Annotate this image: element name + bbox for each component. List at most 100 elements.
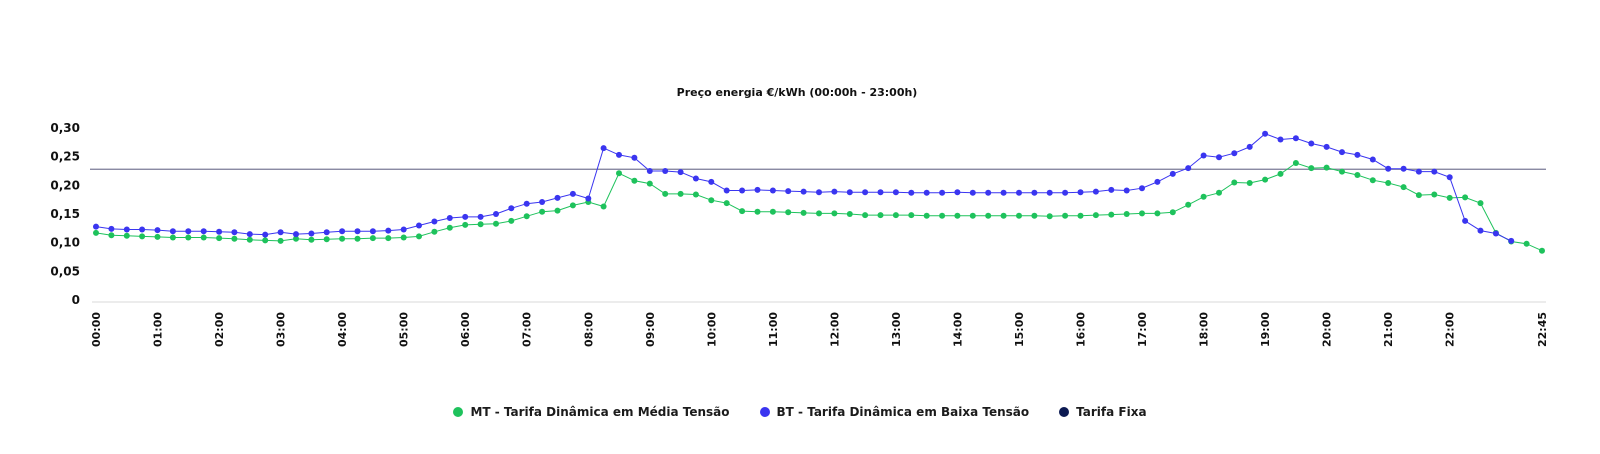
data-point-mt[interactable]	[1431, 191, 1438, 198]
data-point-mt[interactable]	[200, 234, 207, 241]
data-point-mt[interactable]	[339, 235, 346, 242]
data-point-bt[interactable]	[369, 228, 376, 235]
data-point-mt[interactable]	[216, 235, 223, 242]
data-point-bt[interactable]	[877, 189, 884, 196]
data-point-mt[interactable]	[708, 197, 715, 204]
data-point-mt[interactable]	[523, 213, 530, 220]
data-point-bt[interactable]	[1277, 136, 1284, 143]
data-point-bt[interactable]	[800, 188, 807, 195]
data-point-bt[interactable]	[508, 205, 515, 212]
data-point-mt[interactable]	[723, 200, 730, 207]
data-point-bt[interactable]	[1231, 150, 1238, 157]
data-point-bt[interactable]	[723, 187, 730, 194]
data-point-bt[interactable]	[739, 187, 746, 194]
data-point-mt[interactable]	[1369, 177, 1376, 184]
data-point-bt[interactable]	[1077, 189, 1084, 196]
data-point-bt[interactable]	[139, 226, 146, 233]
data-point-mt[interactable]	[554, 207, 561, 214]
data-point-bt[interactable]	[600, 145, 607, 152]
data-point-bt[interactable]	[692, 175, 699, 182]
data-point-bt[interactable]	[1185, 165, 1192, 172]
data-point-bt[interactable]	[892, 189, 899, 196]
data-point-mt[interactable]	[123, 232, 130, 239]
data-point-bt[interactable]	[400, 226, 407, 233]
data-point-mt[interactable]	[1523, 240, 1530, 247]
data-point-bt[interactable]	[1385, 165, 1392, 172]
data-point-bt[interactable]	[431, 218, 438, 225]
data-point-mt[interactable]	[493, 220, 499, 227]
data-point-bt[interactable]	[539, 199, 546, 205]
data-point-bt[interactable]	[939, 189, 946, 196]
data-point-mt[interactable]	[139, 233, 146, 240]
data-point-bt[interactable]	[231, 229, 238, 236]
data-point-bt[interactable]	[631, 154, 638, 161]
data-point-mt[interactable]	[846, 211, 853, 217]
data-point-bt[interactable]	[200, 228, 207, 235]
data-point-mt[interactable]	[1354, 172, 1361, 178]
data-point-mt[interactable]	[877, 212, 884, 219]
data-point-mt[interactable]	[1262, 176, 1269, 183]
data-point-bt[interactable]	[1139, 185, 1145, 192]
data-point-mt[interactable]	[954, 212, 961, 219]
data-point-mt[interactable]	[662, 190, 669, 197]
data-point-mt[interactable]	[1169, 209, 1176, 216]
data-point-bt[interactable]	[293, 231, 299, 238]
data-point-mt[interactable]	[1200, 193, 1207, 200]
data-point-mt[interactable]	[1339, 168, 1345, 175]
data-point-mt[interactable]	[1108, 211, 1115, 218]
data-point-bt[interactable]	[862, 189, 869, 196]
data-point-mt[interactable]	[246, 236, 253, 243]
data-point-bt[interactable]	[169, 228, 176, 235]
data-point-mt[interactable]	[754, 208, 761, 215]
data-point-mt[interactable]	[1539, 247, 1545, 254]
data-point-mt[interactable]	[1092, 212, 1099, 219]
data-point-mt[interactable]	[262, 237, 269, 244]
data-point-mt[interactable]	[462, 221, 469, 228]
data-point-mt[interactable]	[1246, 180, 1253, 186]
data-point-bt[interactable]	[908, 189, 915, 196]
data-point-mt[interactable]	[1185, 201, 1192, 208]
data-point-mt[interactable]	[616, 170, 622, 177]
data-point-bt[interactable]	[1154, 178, 1161, 185]
data-point-bt[interactable]	[462, 213, 469, 220]
data-point-bt[interactable]	[662, 168, 669, 174]
data-point-bt[interactable]	[154, 227, 161, 234]
data-point-bt[interactable]	[754, 186, 761, 193]
data-point-bt[interactable]	[831, 188, 838, 195]
data-point-bt[interactable]	[985, 189, 992, 196]
data-point-mt[interactable]	[631, 177, 638, 184]
data-point-mt[interactable]	[908, 212, 915, 219]
data-point-mt[interactable]	[1277, 170, 1284, 177]
legend-item-fixa[interactable]: Tarifa Fixa	[1059, 405, 1147, 419]
data-point-mt[interactable]	[1446, 194, 1453, 201]
data-point-bt[interactable]	[1169, 170, 1176, 177]
data-point-bt[interactable]	[1415, 168, 1422, 175]
data-point-mt[interactable]	[1016, 212, 1022, 219]
data-point-bt[interactable]	[954, 189, 961, 196]
data-point-bt[interactable]	[1369, 156, 1376, 163]
data-point-mt[interactable]	[1062, 212, 1069, 219]
data-point-mt[interactable]	[477, 221, 484, 228]
data-point-mt[interactable]	[323, 236, 330, 243]
data-point-mt[interactable]	[1139, 210, 1145, 217]
data-point-mt[interactable]	[569, 202, 576, 209]
data-point-bt[interactable]	[1354, 151, 1361, 158]
data-point-bt[interactable]	[385, 227, 392, 234]
data-point-mt[interactable]	[1415, 192, 1422, 199]
data-point-mt[interactable]	[892, 212, 899, 219]
data-point-mt[interactable]	[231, 235, 238, 242]
data-point-bt[interactable]	[969, 189, 976, 196]
data-point-mt[interactable]	[1323, 164, 1330, 171]
data-point-bt[interactable]	[1492, 230, 1499, 237]
data-point-bt[interactable]	[785, 188, 792, 195]
data-point-mt[interactable]	[692, 191, 699, 198]
data-point-bt[interactable]	[1062, 189, 1069, 196]
data-point-bt[interactable]	[616, 151, 622, 158]
data-point-bt[interactable]	[108, 225, 115, 232]
data-point-mt[interactable]	[539, 208, 546, 215]
data-point-bt[interactable]	[1031, 189, 1038, 196]
data-point-bt[interactable]	[277, 229, 284, 236]
data-point-mt[interactable]	[416, 233, 422, 240]
data-point-bt[interactable]	[1016, 189, 1022, 196]
data-point-mt[interactable]	[154, 233, 161, 240]
